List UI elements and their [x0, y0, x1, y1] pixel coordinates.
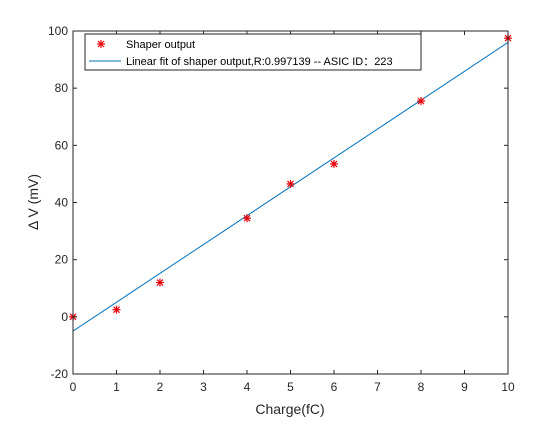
x-tick-label: 3: [200, 380, 207, 394]
y-tick-label: 40: [55, 196, 69, 210]
data-point: [156, 278, 164, 287]
x-tick-label: 1: [113, 380, 120, 394]
legend-label: Shaper output: [126, 39, 195, 51]
data-point: [112, 305, 121, 314]
y-axis-label: Δ V (mV): [25, 174, 41, 230]
y-tick-label: 80: [55, 81, 69, 95]
y-tick-label: 0: [61, 310, 68, 324]
star-stroke: [243, 214, 251, 222]
data-point: [286, 179, 295, 188]
x-axis-label: Charge(fC): [255, 401, 324, 417]
legend-box: [84, 33, 422, 71]
y-tick-label: 100: [48, 24, 68, 38]
data-point: [243, 214, 251, 223]
data-point: [417, 97, 425, 106]
x-tick-label: 6: [331, 380, 338, 394]
x-tick-label: 5: [287, 380, 294, 394]
legend-label: Linear fit of shaper output,R:0.997139 -…: [126, 56, 393, 68]
star-stroke: [330, 160, 338, 168]
star-stroke: [287, 180, 294, 188]
y-tick-label: 60: [55, 138, 69, 152]
star-stroke: [113, 306, 120, 314]
x-tick-label: 0: [70, 380, 77, 394]
star-stroke: [156, 279, 164, 286]
x-tick-label: 7: [374, 380, 381, 394]
y-tick-label: -20: [51, 367, 69, 381]
star-stroke: [97, 40, 105, 48]
legend-marker-scatter: [97, 40, 105, 48]
x-tick-label: 9: [461, 380, 468, 394]
star-stroke: [417, 97, 425, 105]
x-tick-label: 4: [244, 380, 251, 394]
x-tick-label: 2: [157, 380, 164, 394]
y-tick-label: 20: [55, 253, 69, 267]
x-tick-label: 8: [418, 380, 425, 394]
x-tick-label: 10: [501, 380, 515, 394]
data-point: [330, 159, 338, 168]
